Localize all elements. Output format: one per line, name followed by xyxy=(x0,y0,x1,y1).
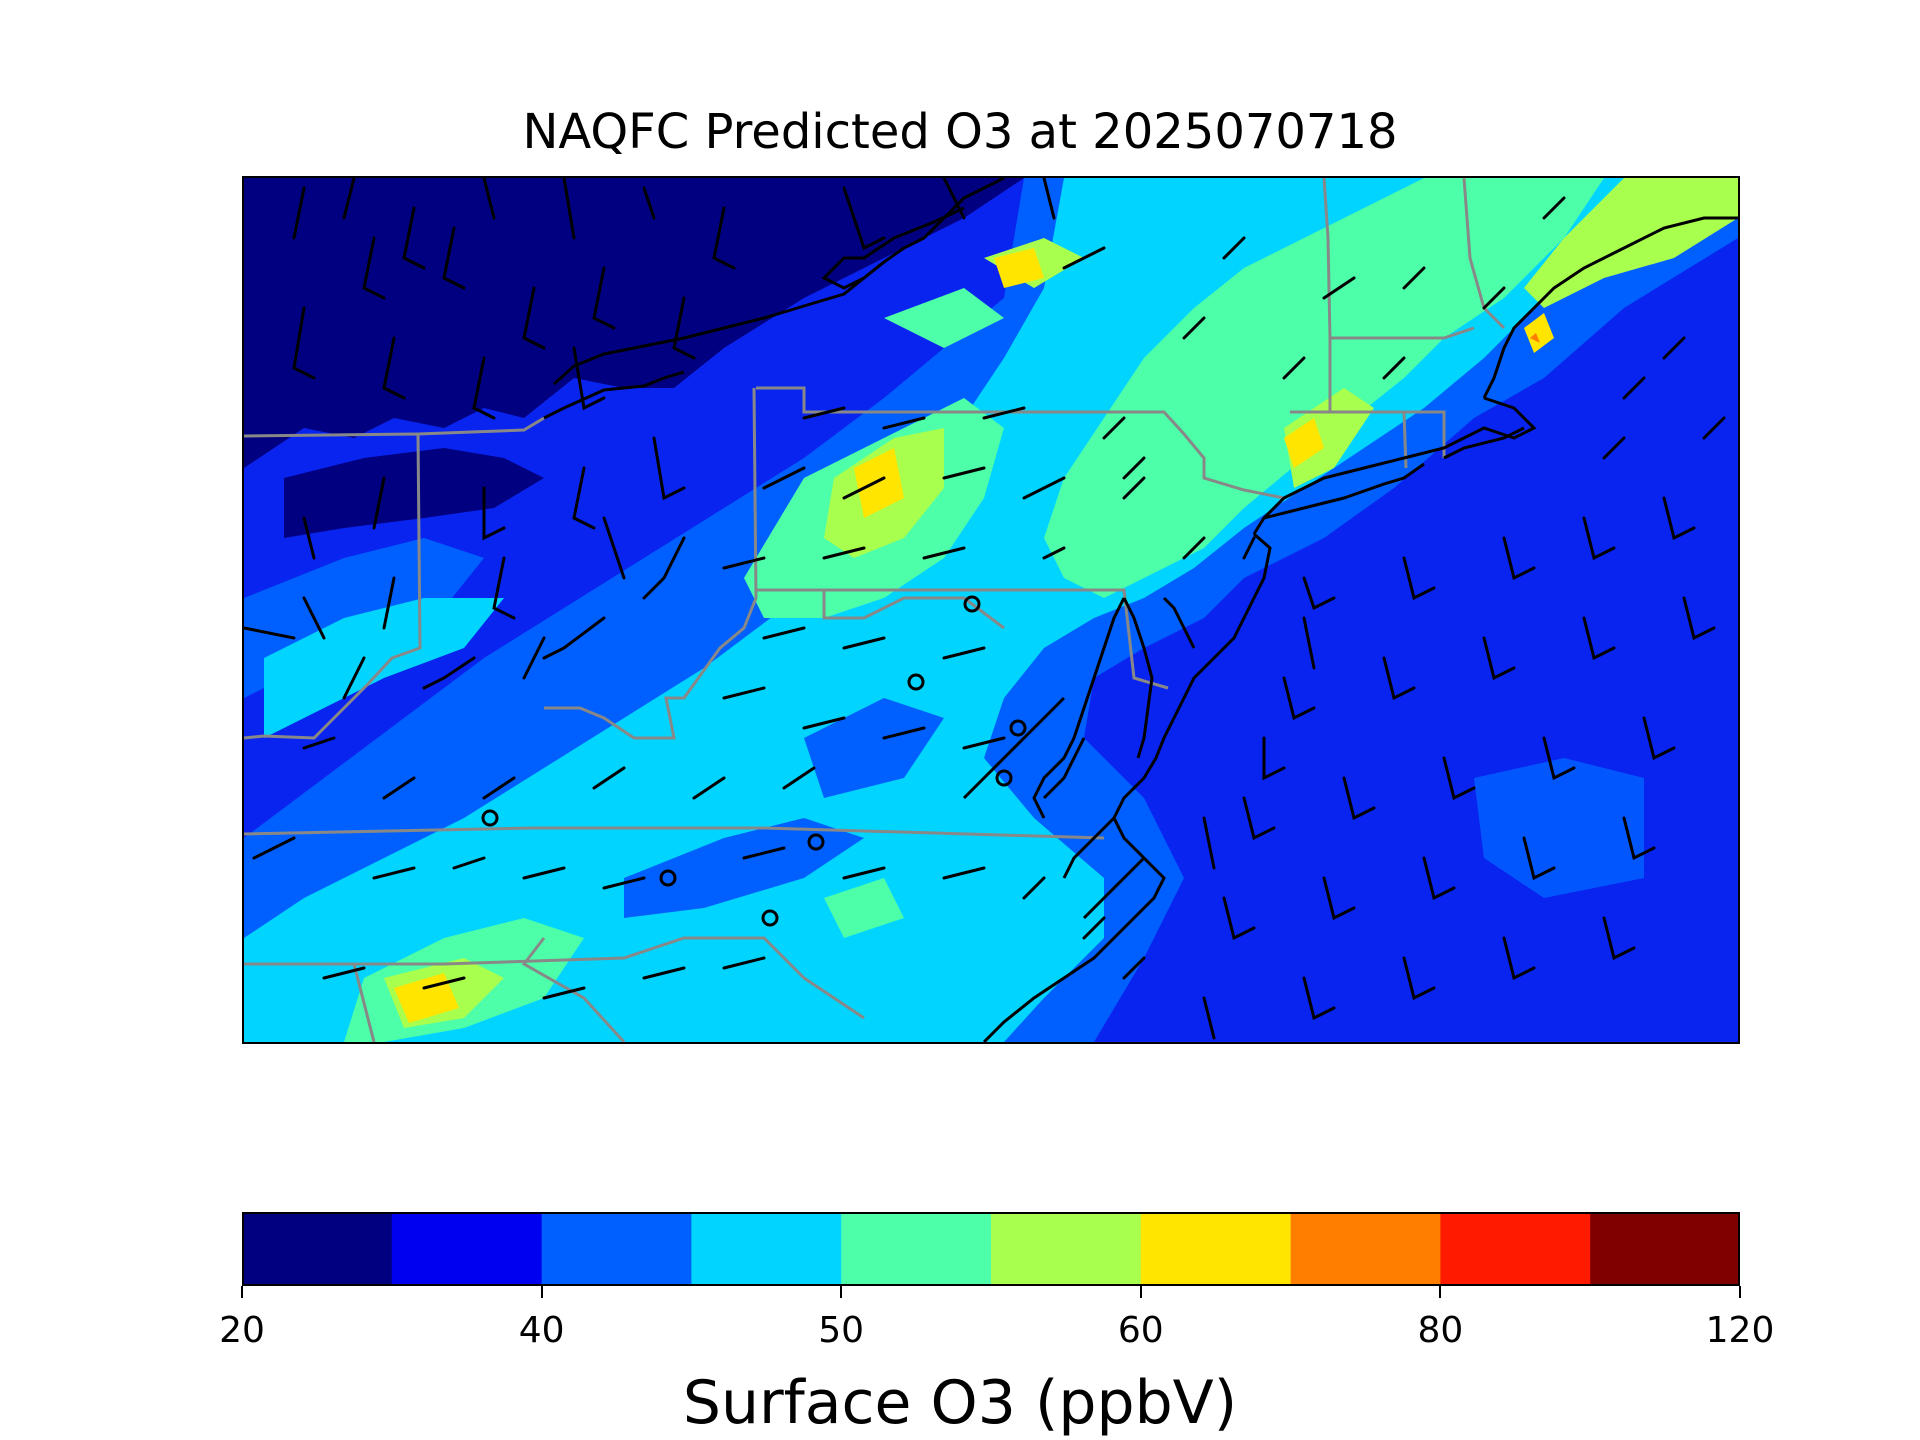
colorbar-tick-label: 40 xyxy=(518,1310,565,1351)
coastlines xyxy=(543,178,1738,1042)
monitor-site xyxy=(963,595,981,613)
colorbar-tick xyxy=(540,1286,543,1298)
colorbar-tick xyxy=(1739,1286,1741,1298)
colorbar-tick-label: 60 xyxy=(1117,1310,1164,1351)
colorbar-tick-label: 80 xyxy=(1417,1310,1464,1351)
ozone-field-60-65 xyxy=(394,248,1554,1023)
colorbar-tick-label: 20 xyxy=(219,1310,265,1351)
colorbar-border xyxy=(242,1212,1740,1286)
colorbar-segment xyxy=(1440,1212,1591,1286)
colorbar-segment xyxy=(242,1212,393,1286)
monitor-site xyxy=(481,809,499,827)
colorbar-tick-label: 50 xyxy=(818,1310,865,1351)
colorbar-segment xyxy=(841,1212,992,1286)
state-boundaries xyxy=(244,178,1506,1042)
colorbar-tick xyxy=(1439,1286,1442,1298)
colorbar-tick xyxy=(241,1286,243,1298)
monitor-site xyxy=(907,673,925,691)
colorbar-segment xyxy=(1590,1212,1741,1286)
colorbar-segment xyxy=(1290,1212,1441,1286)
colorbar-tick xyxy=(1139,1286,1142,1298)
monitor-site xyxy=(1009,719,1027,737)
colorbar-segment xyxy=(991,1212,1142,1286)
map-title: NAQFC Predicted O3 at 2025070718 xyxy=(522,104,1398,160)
colorbar-label: Surface O3 (ppbV) xyxy=(682,1368,1238,1438)
colorbar-tick xyxy=(840,1286,843,1298)
colorbar xyxy=(242,1212,1741,1286)
colorbar-segment xyxy=(691,1212,842,1286)
monitor-site xyxy=(761,909,779,927)
ozone-map xyxy=(242,176,1740,1044)
monitor-sites xyxy=(481,595,1027,927)
colorbar-segment xyxy=(1140,1212,1292,1286)
monitor-site xyxy=(995,769,1013,787)
colorbar-tick-label: 120 xyxy=(1705,1310,1775,1351)
monitor-site xyxy=(659,869,677,887)
wind-barbs xyxy=(244,178,1726,1040)
monitor-site xyxy=(807,833,825,851)
colorbar-segment xyxy=(391,1212,543,1286)
colorbar-segment xyxy=(541,1212,692,1286)
